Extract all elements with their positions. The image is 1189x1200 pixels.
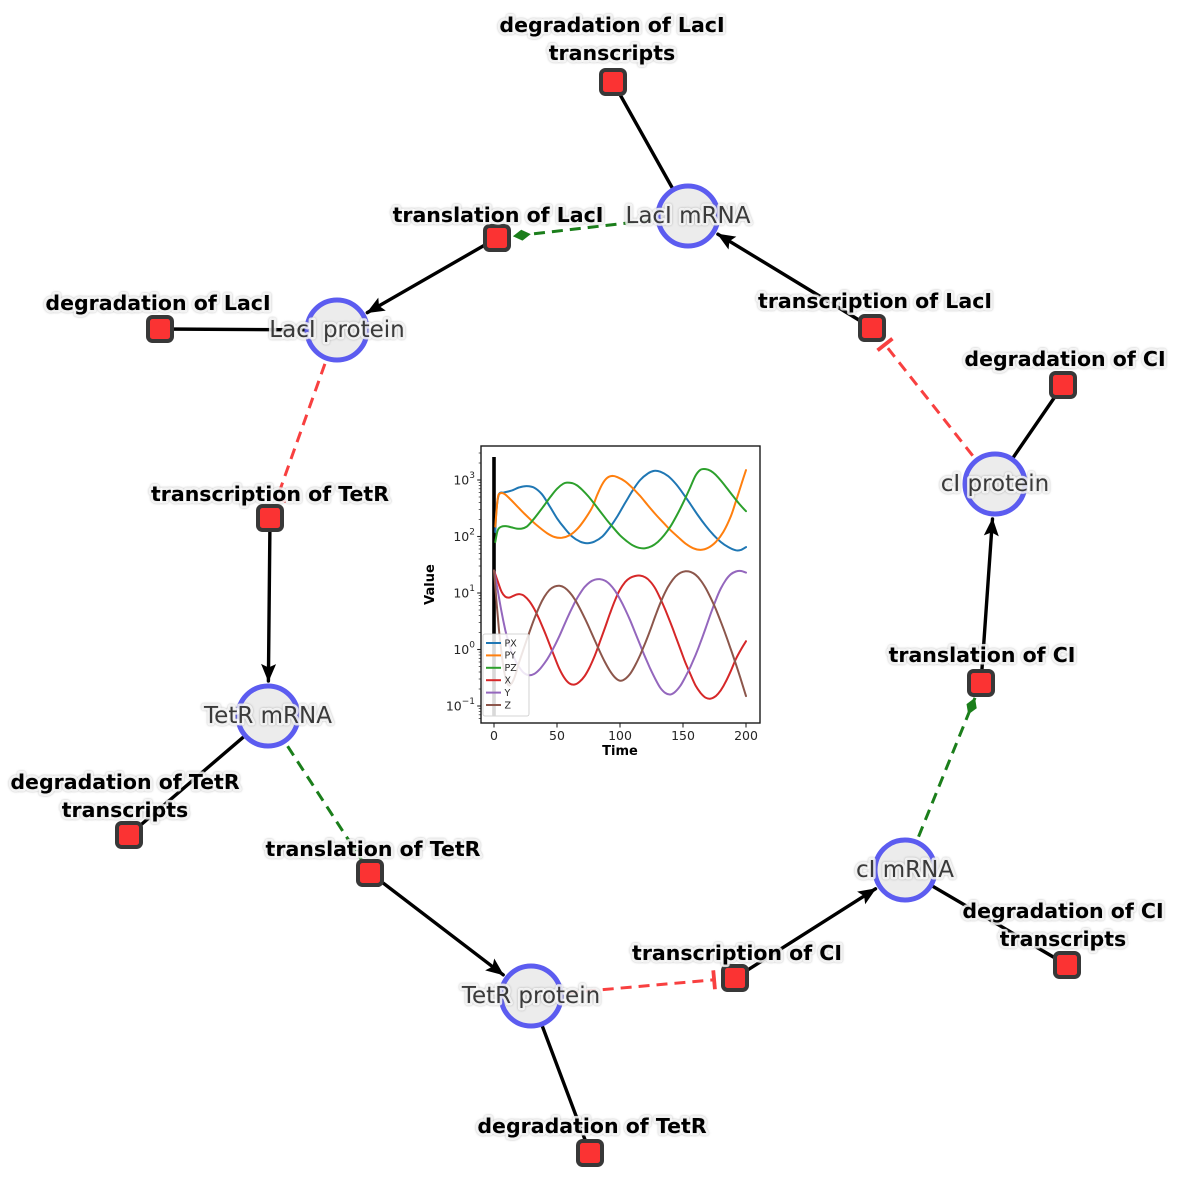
edge-product-transcr_ci-ci_mrna — [733, 887, 878, 980]
edge-product-transl_laci-laci_protein — [365, 236, 499, 315]
y-tick-label: 103 — [453, 471, 475, 488]
y-axis-label: Value — [423, 564, 438, 605]
x-tick-label: 150 — [671, 728, 695, 743]
reaction-node-transcr_tetr[interactable] — [256, 504, 284, 532]
reaction-node-deg_tetr[interactable] — [576, 1139, 604, 1167]
edge-inhibitor-laci_protein-transcr_tetr — [267, 329, 339, 504]
reaction-node-deg_laci_tr[interactable] — [599, 68, 627, 96]
species-node-tetr_protein[interactable] — [498, 963, 564, 1029]
species-label-ci_protein: cI protein — [941, 471, 1050, 497]
reaction-label-transcr_tetr: transcription of TetR — [151, 482, 389, 506]
y-tick-label: 100 — [453, 641, 475, 658]
edge-inhibitor-ci_protein-transcr_laci — [876, 337, 997, 485]
reaction-label-transcr_laci: transcription of LacI — [758, 289, 992, 313]
reaction-node-deg_ci_tr[interactable] — [1053, 951, 1081, 979]
reaction-label-deg_tetr_tr-line1: degradation of TetR — [10, 770, 239, 794]
series-curve-PY — [494, 469, 747, 551]
reaction-label-deg_ci_tr-line1: degradation of CI — [962, 899, 1163, 923]
x-tick-label: 200 — [734, 728, 758, 743]
legend-label-Z: Z — [505, 700, 512, 711]
reaction-node-deg_ci[interactable] — [1049, 371, 1077, 399]
reaction-label-deg_tetr_tr-line2: transcripts — [62, 798, 189, 822]
y-tick-label: 102 — [453, 528, 475, 545]
reaction-node-deg_tetr_tr[interactable] — [115, 821, 143, 849]
legend-label-X: X — [505, 676, 512, 687]
legend-label-PY: PY — [505, 651, 517, 662]
edge-modifier-laci_mrna-transl_laci — [512, 214, 689, 241]
y-tick-label: 10−1 — [446, 697, 475, 714]
reaction-node-transl_ci[interactable] — [967, 669, 995, 697]
y-tick-label: 101 — [453, 584, 475, 601]
species-label-laci_protein: LacI protein — [269, 317, 404, 343]
reaction-label-deg_laci_tr-line2: transcripts — [549, 41, 676, 65]
reaction-node-transl_tetr[interactable] — [356, 859, 384, 887]
series-curve-PZ — [494, 467, 747, 550]
edge-product-transl_tetr-tetr_protein — [368, 871, 505, 977]
plot-frame — [480, 445, 761, 724]
x-tick-label: 0 — [490, 728, 498, 743]
species-node-ci_protein[interactable] — [962, 451, 1028, 517]
edge-modifier-ci_mrna-transl_ci — [903, 697, 977, 871]
species-node-laci_protein[interactable] — [304, 297, 370, 363]
species-label-laci_mrna: LacI mRNA — [626, 203, 751, 229]
reaction-label-deg_tetr: degradation of TetR — [477, 1114, 706, 1138]
reaction-node-transcr_ci[interactable] — [721, 964, 749, 992]
reaction-label-transl_tetr: translation of TetR — [266, 837, 481, 861]
reaction-node-transl_laci[interactable] — [483, 224, 511, 252]
labels-layer: degradation of LacI transcripts translatio… — [8, 11, 1168, 1141]
species-label-ci_mrna: cI mRNA — [856, 857, 954, 883]
reaction-label-transl_ci: translation of CI — [889, 643, 1076, 667]
reaction-label-deg_ci: degradation of CI — [964, 347, 1165, 371]
edge-product-transcr_tetr-tetr_mrna — [261, 516, 277, 683]
legend-label-PZ: PZ — [505, 663, 518, 674]
species-node-laci_mrna[interactable] — [655, 183, 721, 249]
legend-label-PX: PX — [505, 638, 518, 649]
species-label-tetr_protein: TetR protein — [461, 983, 600, 1009]
reaction-node-transcr_laci[interactable] — [858, 314, 886, 342]
species-label-tetr_mrna: TetR mRNA — [203, 703, 332, 729]
nodes-layer — [115, 68, 1081, 1167]
edge-product-transl_ci-ci_protein — [979, 517, 999, 685]
x-tick-label: 50 — [549, 728, 565, 743]
reaction-label-deg_laci: degradation of LacI — [45, 291, 270, 315]
reaction-label-deg_ci_tr-line2: transcripts — [1000, 927, 1127, 951]
reaction-label-transcr_ci: transcription of CI — [632, 941, 842, 965]
x-tick-label: 100 — [608, 728, 632, 743]
x-axis-label: Time — [602, 744, 638, 759]
reaction-label-deg_laci_tr-line1: degradation of LacI — [499, 13, 724, 37]
species-node-tetr_mrna[interactable] — [235, 683, 301, 749]
reaction-label-transl_laci: translation of LacI — [393, 203, 604, 227]
reaction-node-deg_laci[interactable] — [146, 315, 174, 343]
species-node-ci_mrna[interactable] — [872, 837, 938, 903]
edge-product-transcr_laci-laci_mrna — [716, 232, 874, 330]
series-curve-X — [493, 569, 747, 700]
edge-inhibitor-tetr_protein-transcr_ci — [530, 970, 717, 998]
series-curve-PX — [494, 469, 747, 552]
legend-label-Y: Y — [504, 688, 511, 699]
